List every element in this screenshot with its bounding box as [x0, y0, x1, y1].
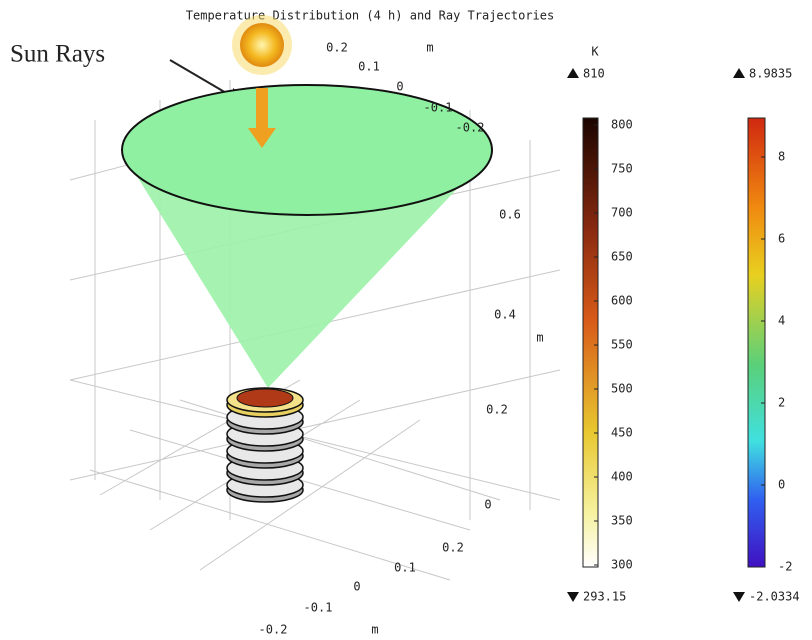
axis-tick-label: -0.1: [304, 601, 333, 615]
min-marker: [733, 592, 745, 602]
colorbar-unit: K: [591, 45, 599, 59]
annotation: Sun Rays: [10, 41, 105, 68]
colorbar-tick-label: 600: [611, 294, 633, 308]
colorbar-tick-label: 650: [611, 250, 633, 264]
min-marker: [567, 592, 579, 602]
max-marker: [567, 68, 579, 78]
axis-tick-label: 0.1: [358, 60, 380, 74]
axis-tick-label: 0.2: [486, 403, 508, 417]
colorbar-tick-label: 750: [611, 162, 633, 176]
axis-tick-label: -0.2: [456, 121, 485, 135]
storage-coils: [227, 388, 303, 502]
colorbar-tick-label: 6: [778, 232, 785, 246]
colorbar-tick-label: 2: [778, 396, 785, 410]
axis-unit: m: [426, 41, 433, 55]
axis-tick-label: 0.1: [394, 561, 416, 575]
colorbar-tick-label: 400: [611, 470, 633, 484]
figure: Temperature Distribution (4 h) and Ray T…: [0, 0, 812, 640]
axis-tick-label: 0: [484, 498, 491, 512]
colorbar-tick-label: 8: [778, 150, 785, 164]
axis-unit: m: [536, 331, 543, 345]
axis-tick-label: 0: [396, 80, 403, 94]
axis-unit: m: [371, 623, 378, 637]
axis-tick-label: 0: [353, 580, 360, 594]
body: {"title": "Temperature Distribution (4 h…: [0, 0, 812, 640]
colorbar-tick-label: 700: [611, 206, 633, 220]
title: Temperature Distribution (4 h) and Ray T…: [186, 9, 554, 23]
colorbar-max: 810: [583, 67, 605, 81]
max-marker: [733, 68, 745, 78]
axis-tick-label: 0.4: [494, 308, 516, 322]
colorbar-tick-label: 300: [611, 558, 633, 572]
colorbar-min: -2.0334: [749, 590, 800, 604]
colorbar-tick-label: 450: [611, 426, 633, 440]
colorbar-tick-label: 500: [611, 382, 633, 396]
colorbar-tick-label: 550: [611, 338, 633, 352]
colorbar-rays: [748, 118, 765, 567]
colorbar-tick-label: 350: [611, 514, 633, 528]
colorbar-tick-label: 4: [778, 314, 785, 328]
colorbar-tick-label: 0: [778, 478, 785, 492]
colorbar-max: 8.9835: [749, 67, 792, 81]
axis-tick-label: 0.2: [326, 41, 348, 55]
axis-tick-label: 0.6: [499, 208, 521, 222]
absorber: [237, 389, 293, 407]
colorbar-min: 293.15: [583, 590, 626, 604]
colorbar-temperature: [583, 118, 598, 567]
axis-tick-label: -0.1: [424, 101, 453, 115]
page: body { margin: 0; width: 812px; height: …: [0, 0, 812, 640]
colorbar-tick-label: 800: [611, 118, 633, 132]
axis-tick-label: 0.2: [442, 541, 464, 555]
sun: [232, 15, 292, 75]
colorbar-tick-label: -2: [778, 560, 792, 574]
axis-tick-label: -0.2: [259, 623, 288, 637]
